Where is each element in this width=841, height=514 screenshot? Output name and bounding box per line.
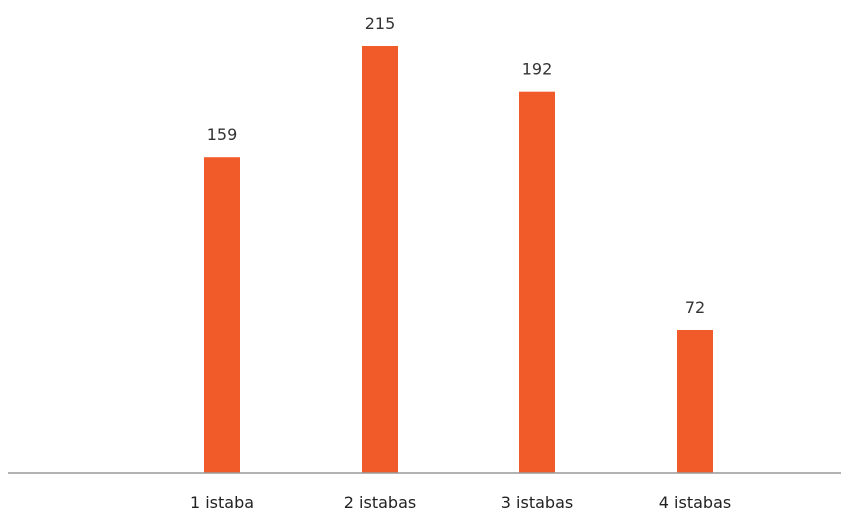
bar-3 — [519, 91, 555, 473]
value-label-3: 192 — [522, 60, 553, 79]
bar-1 — [204, 157, 240, 473]
bars-group — [204, 46, 713, 473]
bar-2 — [362, 46, 398, 473]
bar-4 — [677, 330, 713, 473]
x-tick-label-1: 1 istaba — [190, 493, 254, 512]
x-tick-labels-group: 1 istaba 2 istabas 3 istabas 4 istabas — [190, 493, 731, 512]
value-label-1: 159 — [207, 125, 238, 144]
x-tick-label-4: 4 istabas — [659, 493, 731, 512]
value-label-4: 72 — [685, 298, 705, 317]
x-tick-label-3: 3 istabas — [501, 493, 573, 512]
x-tick-label-2: 2 istabas — [344, 493, 416, 512]
value-labels-group: 159 215 192 72 — [207, 14, 705, 317]
value-label-2: 215 — [365, 14, 396, 33]
